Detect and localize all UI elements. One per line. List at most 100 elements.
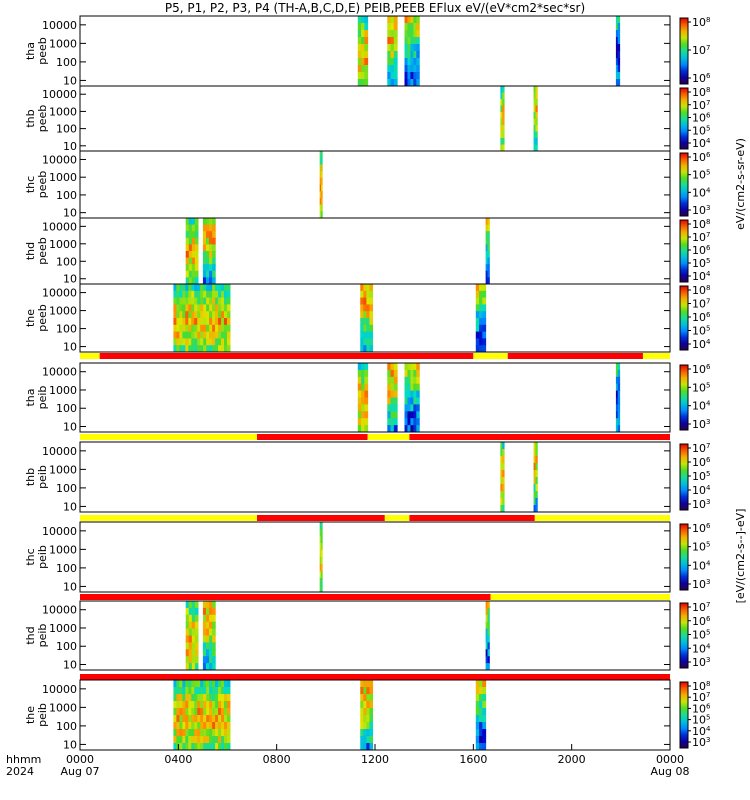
- spectrogram-cell-thb_peib: [500, 442, 503, 450]
- spectrogram-cell-thd_peib: [205, 635, 210, 643]
- spectrogram-cell-the_peib: [194, 729, 198, 737]
- spectrogram-cell-thd_peib: [191, 663, 196, 671]
- spectrogram-cell-tha_peeb: [617, 58, 621, 66]
- spectrogram-cell-thb_peeb: [535, 125, 538, 132]
- spectrogram-cell-the_peib: [200, 687, 204, 695]
- y-tick-label-the_peeb: 10: [63, 341, 77, 354]
- y-axis-label-line2: peeb: [36, 171, 49, 199]
- spectrogram-cell-thd_peib: [485, 607, 488, 616]
- spectrogram-cell-thd_peeb: [185, 264, 190, 272]
- spectrogram-cell-the_peib: [212, 715, 216, 723]
- spectrogram-cell-the_peeb: [360, 297, 364, 305]
- spectrogram-cell-thd_peeb: [191, 224, 196, 232]
- spectrogram-cell-thd_peib: [191, 628, 196, 636]
- spectrogram-cell-thd_peib: [209, 649, 213, 657]
- spectrogram-cell-tha_peib: [357, 411, 362, 419]
- spectrogram-cell-tha_peib: [407, 411, 411, 419]
- spectrogram-cell-thb_peib: [533, 449, 536, 457]
- spectrogram-cell-tha_peeb: [416, 30, 420, 38]
- y-axis-label-line2: peeb: [36, 105, 49, 133]
- spectrogram-cell-thc_peib: [319, 536, 322, 544]
- spectrogram-cell-thd_peib: [194, 642, 199, 650]
- spectrogram-cell-the_peeb: [475, 297, 480, 305]
- spectrogram-cell-the_peeb: [212, 290, 216, 299]
- spectrogram-cell-the_peib: [209, 729, 213, 737]
- spectrogram-cell-the_peeb: [182, 324, 186, 333]
- spectrogram-cell-the_peib: [218, 715, 222, 723]
- spectrogram-cell-the_peeb: [366, 331, 370, 339]
- spectrogram-cell-thd_peeb: [212, 251, 216, 259]
- spectrogram-cell-thd_peib: [188, 635, 193, 643]
- spectrogram-cell-the_peib: [209, 715, 213, 723]
- spectrogram-cell-the_peib: [185, 694, 189, 702]
- spectrogram-cell-the_peeb: [363, 284, 367, 292]
- spectrogram-cell-the_peib: [369, 701, 374, 709]
- spectrogram-cell-the_peeb: [206, 345, 210, 353]
- spectrogram-cell-thb_peeb: [502, 138, 505, 145]
- spectrogram-cell-thd_peeb: [185, 251, 190, 259]
- spectrogram-cell-tha_peib: [390, 390, 395, 398]
- spectrogram-cell-the_peeb: [185, 324, 189, 333]
- spectrogram-cell-the_peeb: [218, 304, 222, 312]
- spectrogram-cell-the_peeb: [360, 324, 364, 333]
- time-row-label: hhmm: [6, 753, 41, 766]
- spectrogram-cell-the_peeb: [363, 297, 367, 305]
- spectrogram-cell-tha_peib: [413, 404, 417, 412]
- spectrogram-cell-the_peeb: [221, 297, 225, 305]
- spectrogram-cell-the_peeb: [482, 297, 487, 305]
- spectrogram-cell-thd_peeb: [212, 218, 216, 226]
- spectrogram-cell-thd_peib: [202, 635, 207, 643]
- spectrogram-cell-the_peib: [191, 715, 195, 723]
- spectrogram-cell-thd_peeb: [194, 270, 199, 278]
- spectrogram-cell-the_peib: [479, 680, 483, 688]
- y-tick-label-thc_peeb: 10: [63, 207, 77, 220]
- spectrogram-cell-thd_peib: [188, 642, 193, 650]
- spectrogram-cell-thd_peib: [209, 621, 213, 630]
- y-tick-label-the_peib: 10000: [42, 683, 77, 696]
- spectrogram-cell-tha_peib: [361, 369, 365, 378]
- spectrogram-cell-thc_peeb: [319, 177, 322, 185]
- spectrogram-cell-the_peeb: [176, 304, 180, 312]
- spectrogram-cell-the_peib: [179, 708, 183, 716]
- spectrogram-cell-tha_peeb: [357, 16, 362, 24]
- spectrogram-cell-the_peib: [363, 743, 367, 751]
- spectrogram-cell-thd_peeb: [485, 237, 488, 245]
- spectrogram-cell-thd_peeb: [209, 231, 213, 239]
- spectrogram-cell-the_peib: [360, 729, 364, 737]
- y-tick-label-tha_peeb: 1000: [49, 37, 77, 50]
- spectrogram-cell-thd_peib: [487, 601, 490, 609]
- spectrogram-cell-the_peib: [366, 743, 370, 751]
- spectrogram-cell-the_peib: [475, 694, 480, 702]
- colorbar-exponent: 8: [706, 284, 710, 292]
- mode-bar-segment-thd_peib: [490, 594, 670, 600]
- spectrogram-cell-the_peib: [203, 701, 207, 709]
- spectrogram-cell-the_peib: [173, 722, 177, 730]
- spectrogram-cell-the_peeb: [194, 318, 198, 326]
- spectrogram-cell-thd_peeb: [487, 257, 490, 265]
- spectrogram-cell-the_peeb: [360, 345, 364, 353]
- spectrogram-cell-thd_peeb: [194, 224, 199, 232]
- spectrogram-cell-the_peib: [221, 687, 225, 695]
- spectrogram-cell-the_peib: [176, 736, 180, 744]
- spectrogram-cell-thc_peib: [320, 585, 323, 593]
- colorbar-label-thb_peib: 104: [692, 484, 711, 497]
- spectrogram-cell-tha_peib: [357, 363, 362, 371]
- spectrogram-cell-the_peeb: [173, 290, 177, 299]
- spectrogram-cell-thd_peib: [194, 601, 199, 609]
- spectrogram-cell-the_peeb: [209, 311, 213, 319]
- spectrogram-cell-the_peeb: [209, 345, 213, 353]
- y-axis-label-thb_peeb: thb peeb: [24, 105, 49, 133]
- spectrogram-cell-the_peeb: [188, 338, 192, 346]
- spectrogram-cell-tha_peeb: [387, 58, 392, 66]
- spectrogram-cell-the_peeb: [475, 324, 480, 333]
- y-axis-label-line1: tha: [24, 42, 37, 60]
- spectrogram-cell-the_peib: [197, 743, 201, 751]
- spectrogram-cell-the_peeb: [209, 324, 213, 333]
- colorbar-exponent: 4: [706, 484, 711, 492]
- spectrogram-cell-tha_peeb: [393, 51, 398, 59]
- spectrogram-cell-tha_peib: [364, 390, 369, 398]
- y-axis-label-the_peib: the peib: [24, 703, 49, 727]
- spectrogram-cell-thd_peeb: [212, 224, 216, 232]
- colorbar-label-the_peeb: 106: [692, 311, 711, 324]
- spectrogram-cell-the_peib: [185, 708, 189, 716]
